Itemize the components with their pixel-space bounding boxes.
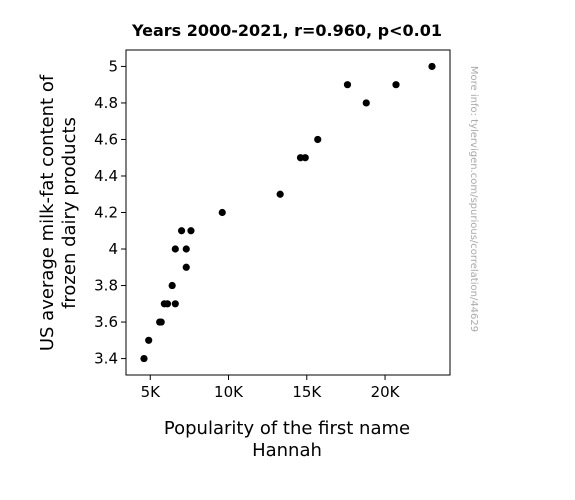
data-point — [392, 81, 400, 89]
y-tick-label: 3.4 — [94, 350, 118, 368]
x-tick-label: 10K — [214, 383, 244, 401]
data-point — [343, 81, 352, 89]
x-axis-label-line1: Popularity of the first name — [164, 418, 410, 439]
y-tick-label: 3.6 — [94, 313, 118, 331]
x-tick-label: 5K — [141, 383, 162, 401]
data-point — [362, 99, 370, 107]
plot-area: 5K 10K 15K 20K 3.4 3.6 3.8 4 4.2 4.4 4.6 4.8 5 — [94, 49, 451, 401]
data-point — [177, 227, 186, 235]
data-point — [182, 245, 190, 253]
data-point — [140, 354, 148, 363]
data-point — [163, 300, 172, 308]
data-point — [145, 336, 153, 344]
data-point — [157, 318, 165, 326]
data-point — [171, 245, 179, 253]
data-point — [187, 227, 195, 235]
data-point — [182, 263, 190, 271]
y-tick-label: 4.4 — [94, 167, 118, 185]
y-tick-label: 3.8 — [94, 277, 118, 295]
x-tick-label: 15K — [292, 383, 322, 401]
data-point — [171, 300, 179, 308]
data-point — [218, 208, 226, 217]
y-tick-label: 4.8 — [94, 94, 118, 112]
data-point — [314, 135, 322, 144]
y-tick-label: 4.2 — [94, 204, 118, 222]
source-note: More info: tylervigen.com/spurious/corre… — [468, 66, 479, 332]
data-point — [301, 154, 309, 162]
y-tick-label: 4 — [108, 240, 118, 258]
data-point — [276, 190, 284, 198]
x-tick-label: 20K — [371, 383, 401, 401]
plot-frame — [125, 49, 451, 376]
y-tick-label: 5 — [108, 57, 118, 75]
chart-title: Years 2000-2021, r=0.960, p<0.01 — [131, 21, 442, 40]
y-axis-label-line1: US average milk-fat content of — [37, 74, 58, 351]
data-point — [168, 281, 176, 290]
y-tick-label: 4.6 — [94, 130, 118, 148]
y-axis-label-line2: frozen dairy products — [59, 117, 80, 309]
data-point — [428, 62, 436, 71]
x-axis-label-line2: Hannah — [252, 440, 322, 461]
